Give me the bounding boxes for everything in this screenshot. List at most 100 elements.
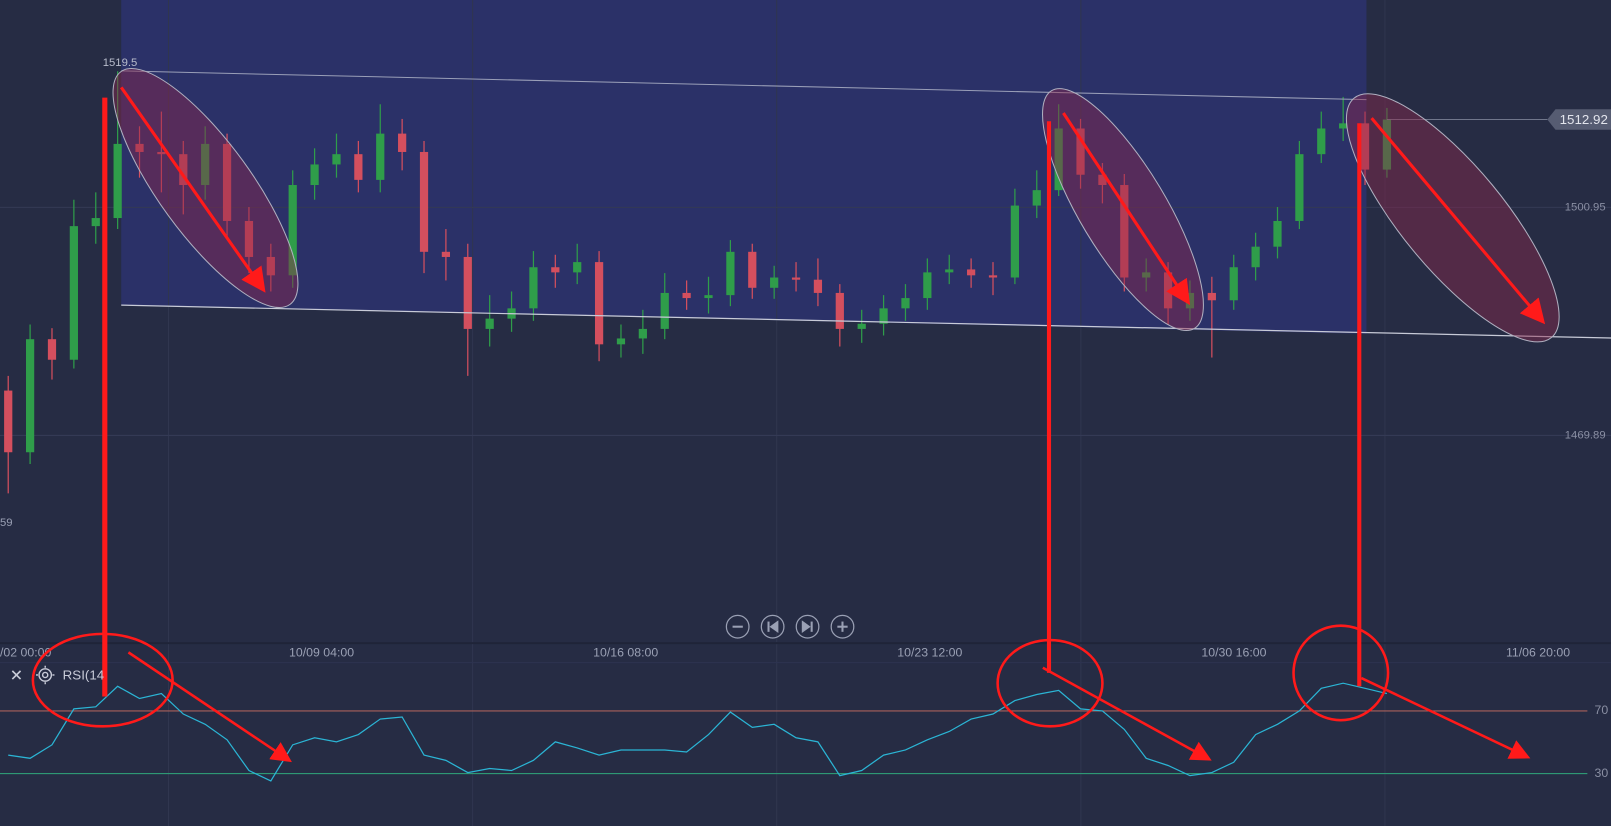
candle-body: [485, 318, 494, 329]
candle-body: [1142, 272, 1151, 278]
arrow: [1062, 112, 1191, 306]
candle-body: [310, 164, 319, 186]
zoom-in-button[interactable]: [830, 614, 855, 639]
x-tick-label: /02 00:00: [0, 646, 52, 660]
candle-body: [47, 339, 57, 360]
candle-body: [726, 251, 735, 296]
candle-body: [704, 295, 713, 299]
candle-body: [813, 279, 823, 293]
candle-body: [551, 267, 560, 273]
indicator-settings-button[interactable]: [35, 665, 55, 685]
candle-body: [1098, 174, 1107, 186]
y-tick-label: 30: [1595, 766, 1609, 780]
candle-body: [441, 251, 451, 257]
candle-body: [594, 262, 604, 345]
arrow: [119, 86, 266, 293]
arrow: [1370, 117, 1546, 325]
highlight-ellipse: [112, 68, 299, 309]
candle-body: [573, 262, 582, 273]
y-tick-label: 1500.95: [1565, 201, 1606, 213]
arrow: [1042, 666, 1212, 761]
grid: [0, 206, 1611, 775]
annotations: [31, 86, 1546, 763]
last-price-tag: [1547, 109, 1611, 130]
candle-body: [748, 251, 757, 288]
indicator-controls: RSI(14: [11, 665, 105, 685]
indicator-name: RSI(14: [63, 668, 105, 683]
candle-body: [857, 323, 866, 329]
x-tick-label: 10/30 16:00: [1201, 646, 1266, 660]
candle-body: [376, 133, 385, 180]
candle-body: [135, 143, 144, 152]
candle-body: [91, 218, 100, 227]
candle-body: [529, 267, 538, 309]
candle-body: [923, 272, 932, 299]
highlight-ellipse: [1042, 88, 1204, 332]
candle-body: [835, 292, 844, 329]
x-tick-label: 11/06 20:00: [1506, 646, 1570, 660]
candle-body: [967, 269, 976, 276]
x-tick-label: 10/23 12:00: [897, 646, 962, 660]
trend-line: [121, 304, 1611, 339]
highlight-zone: [121, 0, 1367, 334]
candle-body: [638, 328, 647, 339]
candle-body: [157, 151, 166, 155]
candle-body: [945, 269, 954, 273]
candle-body: [660, 292, 669, 329]
arrow: [127, 651, 292, 763]
candle-body: [244, 220, 254, 257]
candle-body: [1295, 154, 1304, 221]
candle-body: [988, 275, 998, 278]
candle-body: [4, 390, 13, 453]
zoom-out-button[interactable]: [725, 614, 750, 639]
candle-body: [398, 133, 407, 152]
candle-body: [1382, 119, 1392, 170]
candle-body: [616, 338, 626, 345]
candle-body: [113, 143, 122, 219]
candle-body: [1120, 185, 1129, 278]
high-price-label: 1519.5: [103, 57, 138, 69]
y-tick-label: 70: [1595, 703, 1609, 717]
candle-body: [179, 154, 188, 186]
candle-body: [201, 143, 210, 186]
candle-body: [463, 256, 472, 329]
candle-body: [332, 154, 341, 165]
candle-body: [1054, 128, 1063, 191]
candle-body: [682, 292, 691, 299]
labels: 1500.95 1469.89/02 00:00 10/09 04:00 10/16 …: [0, 57, 1608, 780]
last-price-label: 1512.92: [1560, 112, 1608, 127]
candle-body: [419, 151, 429, 252]
candle-body: [69, 226, 78, 360]
candle-body: [1339, 123, 1348, 129]
candle-body: [1207, 292, 1216, 301]
candle-body: [791, 277, 801, 280]
rsi-line: [8, 682, 1388, 782]
nav-buttons: [725, 614, 855, 639]
jump-end-button[interactable]: [795, 614, 820, 639]
candle-body: [1360, 123, 1370, 170]
jump-start-button[interactable]: [760, 614, 785, 639]
circle-marker: [31, 632, 174, 728]
candle-body: [879, 308, 888, 324]
x-tick-label: 10/16 08:00: [593, 646, 658, 660]
candle-body: [1032, 190, 1041, 206]
candle-body: [354, 154, 363, 180]
candle-body: [1076, 128, 1085, 175]
close-indicator-button[interactable]: [11, 670, 22, 680]
edge-price-label: 59: [0, 517, 13, 529]
circle-marker: [1292, 624, 1390, 722]
circle-marker: [996, 638, 1104, 728]
candle-body: [222, 143, 232, 221]
candle-body: [25, 339, 35, 453]
arrow: [1360, 676, 1531, 759]
candle-body: [1229, 267, 1238, 301]
candle-body: [1317, 128, 1326, 155]
candle-body: [770, 277, 779, 288]
candle-body: [266, 256, 275, 276]
candle-body: [1010, 205, 1019, 278]
candle-body: [1251, 246, 1260, 268]
y-tick-label: 1469.89: [1565, 429, 1606, 441]
candle-body: [1273, 220, 1282, 247]
